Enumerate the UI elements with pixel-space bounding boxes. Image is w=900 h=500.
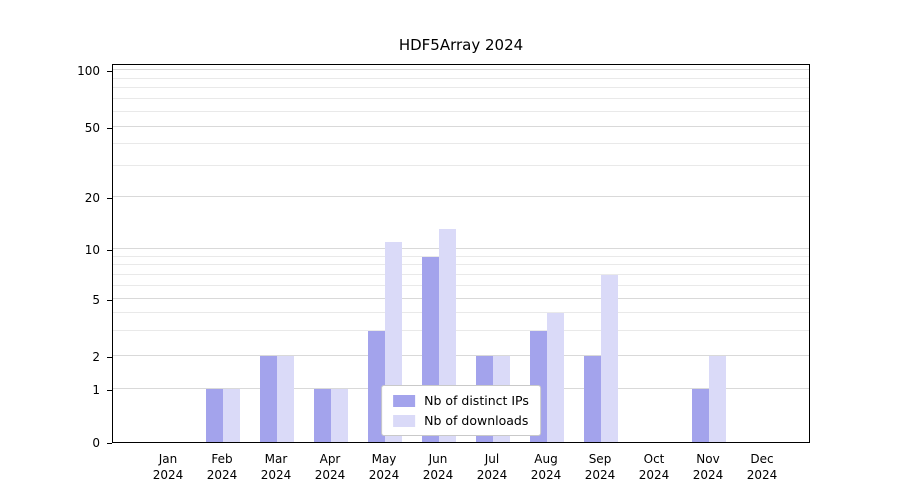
- month-name: Nov: [696, 452, 720, 466]
- y-tick-label-100: 100: [77, 64, 100, 78]
- month-year: 2024: [260, 468, 292, 482]
- month-year: 2024: [584, 468, 616, 482]
- x-tick-label-mar: Mar 2024: [244, 451, 308, 483]
- bar-distinct-ips-sep: [584, 356, 601, 442]
- month-year: 2024: [476, 468, 508, 482]
- month-year: 2024: [314, 468, 346, 482]
- gridline-10: [113, 248, 809, 249]
- y-tick-label-5: 5: [92, 293, 100, 307]
- gridline-60: [113, 111, 809, 112]
- y-tick-label-2: 2: [92, 350, 100, 364]
- month-name: May: [371, 452, 397, 466]
- x-tick-label-aug: Aug 2024: [514, 451, 578, 483]
- gridline-40: [113, 143, 809, 144]
- y-tick-mark-2: [107, 357, 112, 358]
- y-tick-mark-20: [107, 198, 112, 199]
- gridline-3: [113, 330, 809, 331]
- gridline-8: [113, 264, 809, 265]
- month-name: Jul: [484, 452, 500, 466]
- gridline-7: [113, 274, 809, 275]
- gridline-9: [113, 256, 809, 257]
- chart-title: HDF5Array 2024: [398, 36, 524, 54]
- gridline-90: [113, 78, 809, 79]
- month-name: Sep: [588, 452, 612, 466]
- x-tick-label-sep: Sep 2024: [568, 451, 632, 483]
- y-tick-label-20: 20: [84, 191, 100, 205]
- legend-swatch-downloads: [393, 414, 416, 427]
- bar-distinct-ips-apr: [314, 389, 331, 442]
- y-tick-label-0: 0: [92, 436, 100, 450]
- month-name: Dec: [750, 452, 774, 466]
- y-tick-mark-1: [107, 390, 112, 391]
- gridline-4: [113, 312, 809, 313]
- y-tick-label-50: 50: [84, 121, 100, 135]
- legend-item-distinct-ips: Nb of distinct IPs: [393, 393, 529, 408]
- y-tick-mark-100: [107, 71, 112, 72]
- y-tick-mark-5: [107, 300, 112, 301]
- bar-downloads-mar: [277, 356, 294, 442]
- y-tick-label-1: 1: [92, 383, 100, 397]
- legend-label-downloads: Nb of downloads: [424, 413, 529, 428]
- legend-box: Nb of distinct IPs Nb of downloads: [381, 385, 541, 436]
- month-name: Feb: [211, 452, 233, 466]
- gridline-100: [113, 69, 809, 70]
- x-tick-label-jan: Jan 2024: [136, 451, 200, 483]
- bar-downloads-feb: [223, 389, 240, 442]
- bar-downloads-apr: [331, 389, 348, 442]
- month-year: 2024: [746, 468, 778, 482]
- plot-area: Nb of distinct IPs Nb of downloads: [112, 64, 810, 443]
- bar-distinct-ips-feb: [206, 389, 223, 442]
- x-tick-label-feb: Feb 2024: [190, 451, 254, 483]
- bar-distinct-ips-nov: [692, 389, 709, 442]
- bar-downloads-sep: [601, 275, 618, 442]
- month-year: 2024: [692, 468, 724, 482]
- y-tick-mark-50: [107, 128, 112, 129]
- month-year: 2024: [368, 468, 400, 482]
- gridline-6: [113, 285, 809, 286]
- month-name: Jan: [158, 452, 178, 466]
- gridline-5: [113, 298, 809, 299]
- legend-swatch-distinct-ips: [393, 394, 416, 407]
- y-tick-mark-10: [107, 250, 112, 251]
- x-tick-label-oct: Oct 2024: [622, 451, 686, 483]
- y-tick-label-10: 10: [84, 243, 100, 257]
- x-tick-label-may: May 2024: [352, 451, 416, 483]
- gridline-80: [113, 87, 809, 88]
- legend-item-downloads: Nb of downloads: [393, 413, 529, 428]
- gridline-2: [113, 355, 809, 356]
- bar-distinct-ips-may: [368, 331, 385, 442]
- month-name: Oct: [643, 452, 665, 466]
- month-name: Jun: [428, 452, 448, 466]
- gridline-20: [113, 196, 809, 197]
- month-year: 2024: [530, 468, 562, 482]
- gridline-70: [113, 98, 809, 99]
- month-year: 2024: [206, 468, 238, 482]
- month-name: Mar: [264, 452, 288, 466]
- month-name: Apr: [319, 452, 341, 466]
- x-tick-label-apr: Apr 2024: [298, 451, 362, 483]
- x-tick-label-dec: Dec 2024: [730, 451, 794, 483]
- month-year: 2024: [152, 468, 184, 482]
- bar-downloads-nov: [709, 356, 726, 442]
- gridline-50: [113, 126, 809, 127]
- x-tick-label-nov: Nov 2024: [676, 451, 740, 483]
- month-year: 2024: [422, 468, 454, 482]
- gridline-30: [113, 165, 809, 166]
- x-tick-label-jun: Jun 2024: [406, 451, 470, 483]
- bar-downloads-aug: [547, 313, 564, 442]
- month-year: 2024: [638, 468, 670, 482]
- y-tick-mark-0: [107, 443, 112, 444]
- legend-label-distinct-ips: Nb of distinct IPs: [424, 393, 529, 408]
- month-name: Aug: [534, 452, 558, 466]
- x-tick-label-jul: Jul 2024: [460, 451, 524, 483]
- bar-distinct-ips-mar: [260, 356, 277, 442]
